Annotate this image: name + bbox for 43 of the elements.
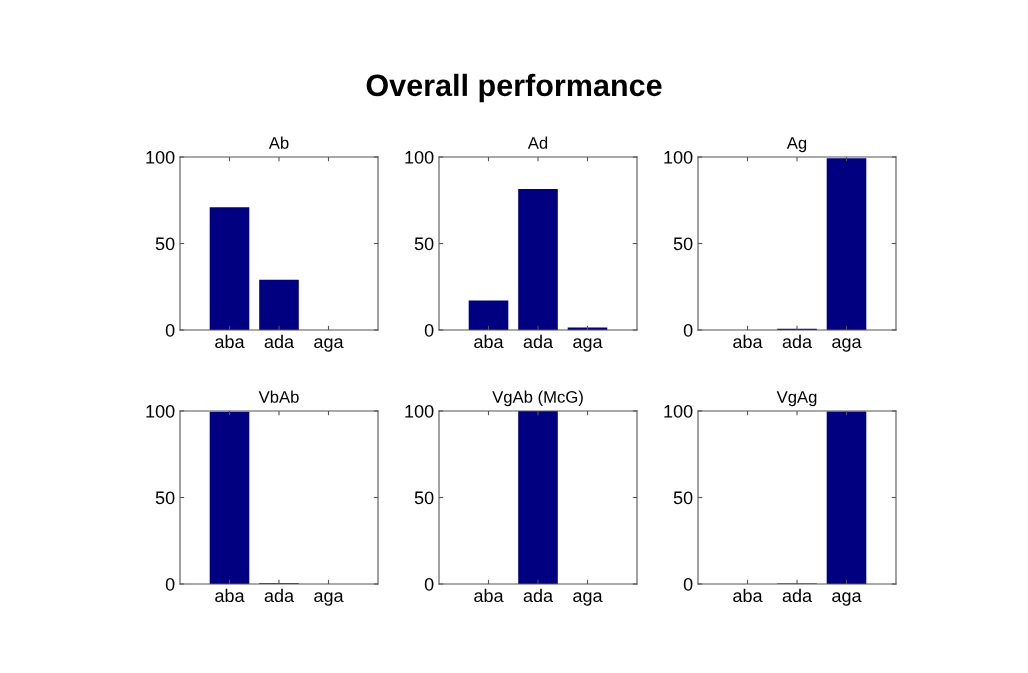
x-tick-label: aga bbox=[314, 338, 344, 352]
y-tick-label: 50 bbox=[673, 491, 693, 505]
x-tick-label: ada bbox=[523, 588, 554, 603]
y-tick-label: 0 bbox=[683, 577, 693, 591]
y-tick-label: 100 bbox=[405, 150, 434, 164]
y-tick-label: 100 bbox=[146, 404, 175, 418]
y-tick-label: 50 bbox=[673, 237, 693, 251]
x-tick-label: aga bbox=[314, 592, 344, 606]
x-tick-label: aba bbox=[215, 588, 245, 603]
x-tick-label: aga bbox=[832, 338, 862, 352]
x-tick-label: aga bbox=[573, 338, 603, 352]
x-tick-label: ada bbox=[782, 588, 813, 603]
y-tick-label: 100 bbox=[405, 404, 434, 418]
chart-title: Ag bbox=[786, 137, 807, 153]
y-tick-label: 50 bbox=[414, 491, 434, 505]
y-tick-label: 0 bbox=[424, 323, 434, 337]
x-tick-label: aga bbox=[573, 592, 603, 606]
y-tick-label: 0 bbox=[165, 323, 175, 337]
y-tick-label: 100 bbox=[664, 404, 693, 418]
y-tick-label: 0 bbox=[683, 323, 693, 337]
x-tick-label: aba bbox=[474, 588, 504, 603]
y-tick-label: 50 bbox=[155, 237, 175, 251]
chart-title: Ab bbox=[268, 136, 289, 149]
x-tick-label: ada bbox=[264, 334, 295, 349]
x-tick-label: aba bbox=[474, 334, 504, 349]
y-tick-label: 50 bbox=[414, 237, 434, 251]
y-tick-label: 0 bbox=[165, 577, 175, 591]
chart-title: VbAb bbox=[258, 390, 299, 403]
y-tick-label: 100 bbox=[664, 150, 693, 164]
y-tick-label: 100 bbox=[146, 150, 175, 164]
y-tick-label: 0 bbox=[424, 577, 434, 591]
x-tick-label: aba bbox=[733, 588, 763, 603]
x-tick-label: ada bbox=[782, 334, 813, 349]
x-tick-label: ada bbox=[264, 588, 295, 603]
x-tick-label: ada bbox=[523, 334, 554, 349]
text: Overall performance bbox=[366, 73, 662, 103]
x-tick-label: aba bbox=[215, 334, 245, 349]
x-tick-label: aga bbox=[832, 592, 862, 606]
x-tick-label: aba bbox=[733, 334, 763, 349]
chart-title: VgAg bbox=[776, 391, 817, 407]
chart-title: Ad bbox=[527, 136, 548, 149]
chart-title: VgAb (McG) bbox=[492, 390, 583, 407]
y-tick-label: 50 bbox=[155, 491, 175, 505]
